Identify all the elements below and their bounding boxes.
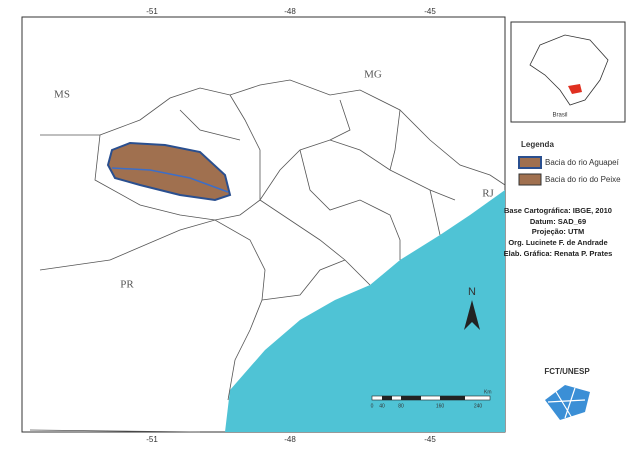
inset-label: Brasil bbox=[552, 113, 567, 119]
north-label: N bbox=[468, 286, 476, 298]
scale-label: 80 bbox=[398, 403, 404, 409]
credit: Datum: SAD_69 bbox=[530, 217, 586, 226]
credit: Org. Lucinete F. de Andrade bbox=[508, 238, 607, 247]
river bbox=[111, 167, 229, 193]
scale-label: 240 bbox=[474, 403, 483, 409]
scale-label: 0 bbox=[371, 403, 374, 409]
north-arrow bbox=[464, 300, 480, 330]
inset-country bbox=[529, 34, 609, 106]
borders bbox=[29, 79, 506, 433]
legend-swatch bbox=[518, 156, 542, 169]
logo bbox=[545, 385, 590, 420]
scale-label: 40 bbox=[379, 403, 385, 409]
legend-item: Bacia do rio Aguapeí bbox=[545, 158, 620, 167]
lon-label: -45 bbox=[424, 435, 436, 444]
scale-bar bbox=[371, 395, 491, 401]
lon-label: -51 bbox=[146, 7, 158, 16]
basin bbox=[106, 141, 232, 202]
scale-unit: Km bbox=[484, 389, 492, 395]
state-label: RJ bbox=[482, 188, 494, 200]
credit: Projeção: UTM bbox=[532, 227, 585, 236]
state-label: PR bbox=[120, 279, 134, 291]
legend-swatch bbox=[518, 173, 542, 186]
credit: Elab. Gráfica: Renata P. Prates bbox=[504, 249, 613, 258]
state-label: MS bbox=[54, 89, 70, 101]
logo-text: FCT/UNESP bbox=[544, 367, 590, 376]
lon-label: -48 bbox=[284, 435, 296, 444]
legend-title: Legenda bbox=[521, 140, 554, 149]
lon-label: -48 bbox=[284, 7, 296, 16]
legend-item: Bacia do rio do Peixe bbox=[545, 175, 621, 184]
ocean bbox=[225, 190, 505, 432]
scale-label: 160 bbox=[436, 403, 445, 409]
state-label: MG bbox=[364, 69, 382, 81]
lon-label: -45 bbox=[424, 7, 436, 16]
lon-label: -51 bbox=[146, 435, 158, 444]
credit: Base Cartográfica: IBGE, 2010 bbox=[504, 206, 612, 215]
inset-highlight bbox=[568, 84, 582, 94]
